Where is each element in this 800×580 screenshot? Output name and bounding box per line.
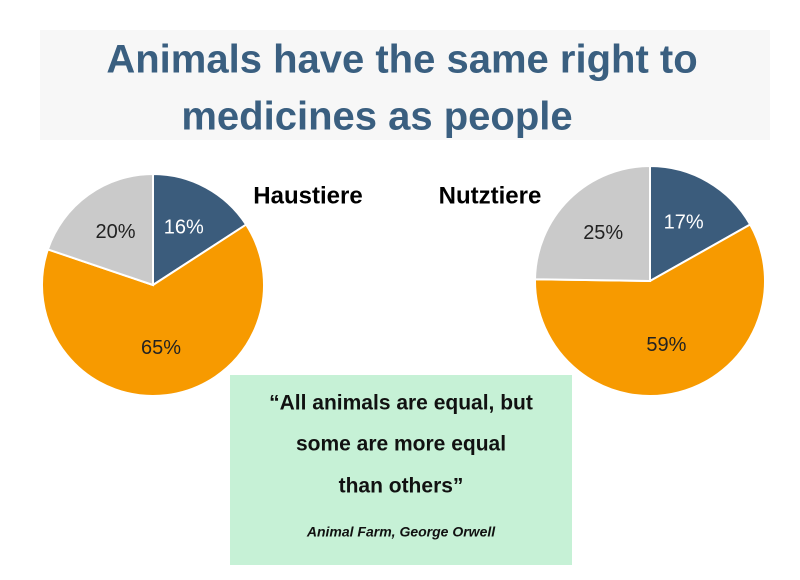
value-label: 59% xyxy=(646,334,686,356)
pie-slice xyxy=(533,164,651,283)
quote-box xyxy=(230,375,572,565)
title-panel xyxy=(40,30,770,140)
chart-title: Nutztiere xyxy=(439,182,542,209)
title-line: medicines as people xyxy=(181,95,572,139)
title-line: Animals have the same right to xyxy=(106,38,697,82)
pie-slice xyxy=(46,172,154,287)
pie-slice xyxy=(649,164,752,283)
value-label: 17% xyxy=(664,212,704,234)
quote-source: Animal Farm, George Orwell xyxy=(306,524,496,540)
value-label: 65% xyxy=(141,337,181,359)
pie-slice xyxy=(534,223,766,397)
value-label: 20% xyxy=(95,221,135,243)
value-label: 25% xyxy=(583,222,623,244)
quote-line: some are more equal xyxy=(296,433,506,456)
quote-line: “All animals are equal, but xyxy=(269,392,533,415)
value-label: 16% xyxy=(164,217,204,239)
pie-slice xyxy=(152,172,248,287)
pie-slice xyxy=(41,223,265,397)
quote-line: than others” xyxy=(339,475,464,498)
chart-title: Haustiere xyxy=(253,182,362,209)
